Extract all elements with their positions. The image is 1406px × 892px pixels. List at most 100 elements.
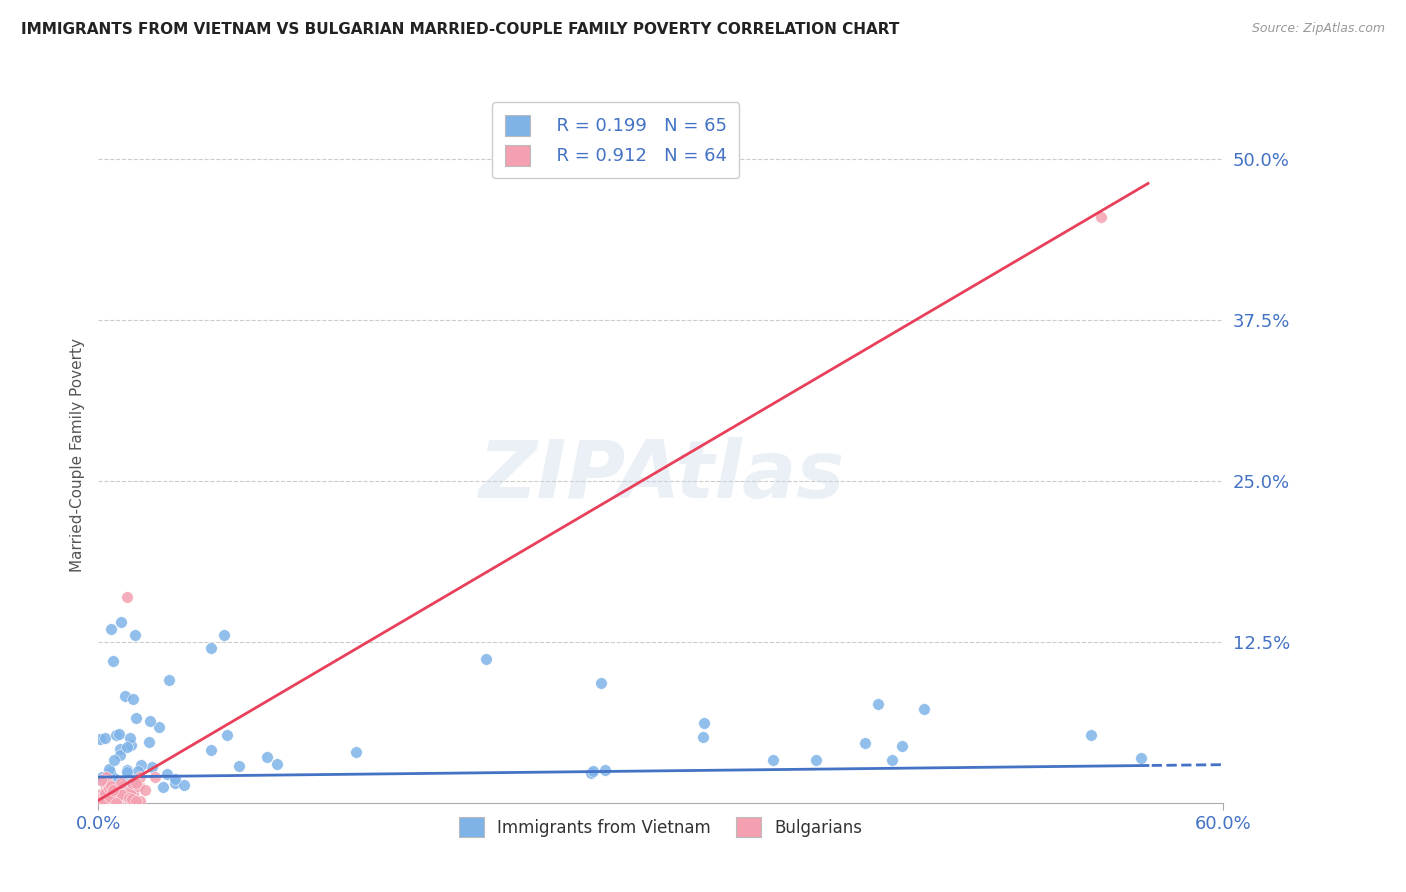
Point	[108, 747, 131, 762]
Point	[115, 740, 138, 755]
Point	[157, 673, 180, 687]
Point	[90, 771, 112, 785]
Point	[582, 764, 605, 778]
Point	[589, 676, 612, 690]
Point	[105, 784, 128, 798]
Point	[143, 770, 166, 784]
Point	[114, 689, 136, 703]
Point	[121, 794, 143, 808]
Point	[89, 787, 111, 801]
Point	[148, 720, 170, 734]
Point	[115, 590, 138, 604]
Point	[104, 785, 127, 799]
Point	[124, 781, 146, 796]
Point	[90, 772, 112, 787]
Point	[256, 750, 278, 764]
Point	[91, 789, 114, 804]
Point	[121, 792, 143, 806]
Point	[120, 785, 142, 799]
Point	[228, 759, 250, 773]
Point	[890, 739, 912, 753]
Y-axis label: Married-Couple Family Poverty: Married-Couple Family Poverty	[69, 338, 84, 572]
Point	[127, 764, 149, 778]
Point	[581, 766, 603, 780]
Point	[880, 754, 903, 768]
Point	[1129, 751, 1152, 765]
Point	[108, 782, 131, 797]
Point	[96, 785, 118, 799]
Point	[98, 780, 121, 795]
Point	[89, 790, 111, 805]
Point	[141, 760, 163, 774]
Point	[91, 794, 114, 808]
Point	[163, 772, 186, 787]
Point	[120, 777, 142, 791]
Point	[90, 790, 112, 805]
Point	[91, 794, 114, 808]
Point	[101, 792, 124, 806]
Point	[110, 787, 132, 801]
Point	[692, 731, 714, 745]
Point	[103, 793, 125, 807]
Point	[1080, 728, 1102, 742]
Point	[122, 691, 145, 706]
Point	[804, 753, 827, 767]
Point	[762, 753, 785, 767]
Point	[266, 757, 288, 772]
Point	[163, 776, 186, 790]
Point	[111, 780, 134, 795]
Point	[115, 764, 138, 779]
Point	[107, 787, 129, 801]
Point	[94, 731, 117, 745]
Point	[103, 783, 125, 797]
Point	[129, 794, 152, 808]
Point	[91, 774, 114, 789]
Legend: Immigrants from Vietnam, Bulgarians: Immigrants from Vietnam, Bulgarians	[449, 807, 873, 847]
Point	[853, 736, 876, 750]
Point	[89, 792, 111, 806]
Point	[125, 776, 148, 790]
Point	[118, 790, 141, 805]
Point	[93, 785, 115, 799]
Point	[344, 745, 367, 759]
Point	[97, 785, 120, 799]
Point	[96, 774, 118, 789]
Point	[110, 615, 132, 630]
Point	[96, 777, 118, 791]
Point	[117, 772, 139, 786]
Point	[1090, 210, 1112, 224]
Point	[100, 781, 122, 796]
Point	[103, 753, 125, 767]
Point	[110, 789, 132, 804]
Point	[125, 794, 148, 808]
Point	[125, 711, 148, 725]
Point	[156, 766, 179, 780]
Point	[89, 794, 111, 808]
Point	[127, 779, 149, 793]
Point	[120, 739, 142, 753]
Point	[122, 787, 145, 801]
Point	[98, 790, 121, 805]
Point	[100, 789, 122, 803]
Point	[200, 641, 222, 656]
Point	[124, 628, 146, 642]
Point	[139, 714, 162, 729]
Point	[212, 628, 235, 642]
Point	[593, 764, 616, 778]
Text: ZIPAtlas: ZIPAtlas	[478, 437, 844, 515]
Point	[110, 776, 132, 790]
Point	[90, 770, 112, 784]
Point	[173, 778, 195, 792]
Point	[138, 735, 160, 749]
Point	[105, 796, 128, 810]
Point	[105, 783, 128, 797]
Point	[118, 777, 141, 791]
Point	[94, 780, 117, 795]
Point	[107, 791, 129, 805]
Point	[128, 778, 150, 792]
Point	[107, 796, 129, 810]
Point	[103, 771, 125, 785]
Point	[94, 771, 117, 785]
Point	[475, 652, 498, 666]
Point	[693, 715, 716, 730]
